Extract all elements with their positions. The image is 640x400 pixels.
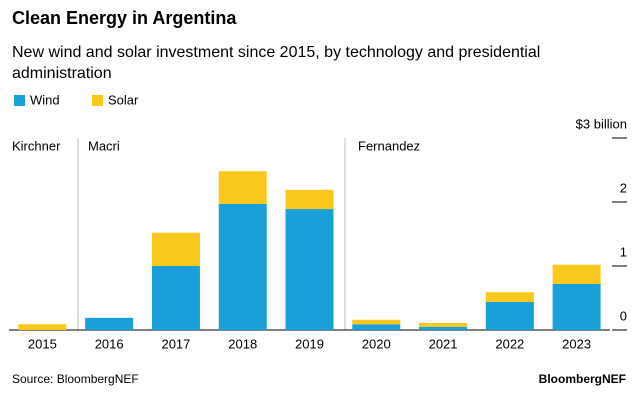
administration-label: Macri: [88, 138, 120, 153]
bar-segment: [352, 324, 401, 330]
bar-segment: [285, 189, 334, 210]
y-tick-label: 2: [620, 180, 627, 195]
x-tick-label: 2017: [161, 336, 190, 351]
source: Source: BloombergNEF: [12, 372, 139, 386]
bar-segment: [419, 322, 468, 327]
chart-subtitle: New wind and solar investment since 2015…: [12, 44, 541, 82]
bar-segment: [18, 324, 67, 330]
bar-segment: [218, 203, 267, 330]
bar-segment: [85, 317, 134, 330]
x-tick-label: 2020: [362, 336, 391, 351]
brand: BloombergNEF: [539, 372, 626, 386]
legend-swatch: [92, 95, 103, 106]
bar-segment: [352, 319, 401, 325]
x-tick-label: 2016: [95, 336, 124, 351]
bar-segment: [151, 266, 200, 330]
bar-segment: [419, 326, 468, 330]
y-tick-label: 1: [620, 244, 627, 259]
bar-segment: [151, 232, 200, 266]
x-tick-label: 2021: [429, 336, 458, 351]
administration-label: Fernandez: [358, 138, 420, 153]
bar-segment: [485, 301, 534, 330]
chart-title: Clean Energy in Argentina: [12, 8, 237, 28]
x-tick-label: 2015: [28, 336, 57, 351]
y-tick-label: 0: [620, 308, 627, 323]
legend-label: Wind: [30, 92, 60, 107]
legend-label: Solar: [108, 92, 139, 107]
x-tick-label: 2023: [562, 336, 591, 351]
administration-label: Kirchner: [12, 138, 61, 153]
x-tick-label: 2022: [495, 336, 524, 351]
bar-segment: [285, 209, 334, 330]
legend-swatch: [14, 95, 25, 106]
y-tick-label: $3 billion: [576, 116, 627, 131]
x-tick-label: 2018: [228, 336, 257, 351]
bar-segment: [218, 171, 267, 204]
x-tick-label: 2019: [295, 336, 324, 351]
bar-segment: [485, 292, 534, 302]
bar-segment: [552, 264, 601, 284]
bar-segment: [552, 283, 601, 330]
